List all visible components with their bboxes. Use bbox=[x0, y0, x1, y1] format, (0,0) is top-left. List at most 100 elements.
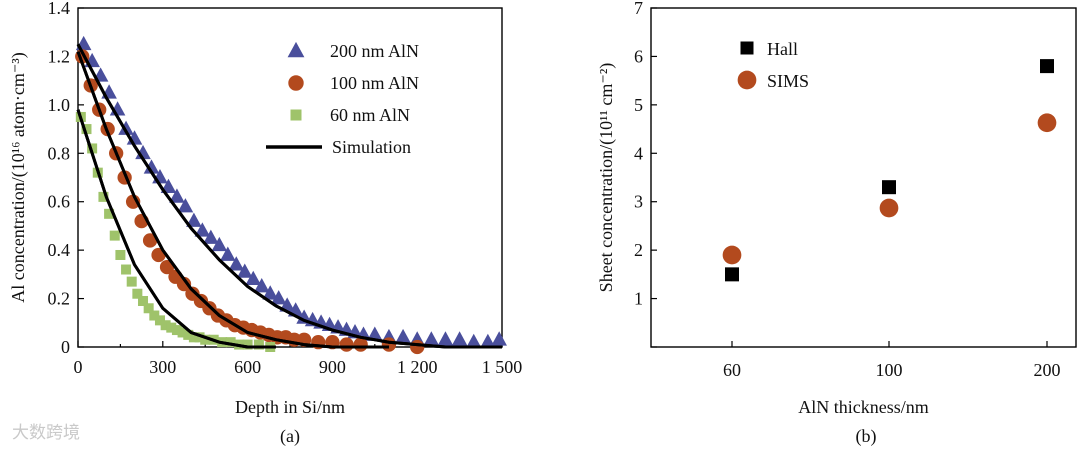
data-point bbox=[121, 264, 132, 275]
legend-label: Hall bbox=[767, 39, 798, 59]
y-tick-label: 0.2 bbox=[48, 289, 71, 309]
y-tick-label: 1.0 bbox=[48, 95, 71, 115]
y-tick-label: 0.8 bbox=[48, 143, 71, 163]
x-tick-label: 0 bbox=[74, 357, 83, 377]
data-point bbox=[118, 120, 134, 135]
data-point bbox=[381, 337, 397, 352]
data-point bbox=[186, 212, 202, 227]
simulation-curve bbox=[76, 109, 276, 349]
x-axis-label: AlN thickness/nm bbox=[798, 397, 929, 417]
data-point bbox=[423, 331, 440, 346]
data-point bbox=[211, 236, 228, 252]
panel-label: (b) bbox=[856, 426, 877, 447]
data-point bbox=[126, 276, 137, 287]
y-tick-label: 0.6 bbox=[48, 192, 71, 212]
data-point bbox=[242, 339, 253, 350]
data-point bbox=[154, 315, 165, 326]
x-tick-label: 1 200 bbox=[397, 357, 438, 377]
data-point bbox=[339, 337, 354, 352]
data-point bbox=[437, 331, 454, 346]
y-tick-label: 0.4 bbox=[48, 240, 71, 260]
data-point bbox=[169, 188, 185, 203]
x-tick-label: 1 500 bbox=[482, 357, 523, 377]
legend-label: Simulation bbox=[332, 137, 411, 157]
legend-label: 100 nm AlN bbox=[330, 73, 419, 93]
y-tick-label: 6 bbox=[634, 46, 643, 66]
x-tick-label: 200 bbox=[1034, 360, 1061, 380]
data-point bbox=[149, 310, 160, 321]
data-point bbox=[236, 263, 253, 278]
data-point bbox=[270, 290, 287, 305]
x-tick-label: 100 bbox=[876, 360, 903, 380]
y-tick-label: 3 bbox=[634, 192, 643, 212]
legend-symbol bbox=[737, 70, 757, 90]
data-point bbox=[143, 303, 154, 314]
data-point bbox=[465, 333, 482, 349]
simulation-curve bbox=[76, 43, 502, 349]
data-point bbox=[200, 334, 211, 345]
panel-b: 1 2 3 4 5 6 7 60 100 200 AlN thickness/nm Sheet con… bbox=[596, 0, 1077, 447]
data-point bbox=[491, 331, 507, 346]
data-point bbox=[194, 222, 211, 237]
x-tick-label: 60 bbox=[723, 360, 741, 380]
panel-a: 0 300 600 900 1 200 1 500 0 0.2 0.4 0.6 0.8 1.0 1.2 1… bbox=[8, 0, 522, 447]
y-tick-label: 2 bbox=[634, 240, 643, 260]
y-tick-label: 7 bbox=[634, 0, 643, 18]
data-point bbox=[104, 208, 115, 219]
data-point bbox=[183, 329, 194, 340]
data-point bbox=[879, 198, 899, 218]
x-tick-label: 300 bbox=[149, 357, 176, 377]
data-point bbox=[220, 246, 236, 261]
legend-label: SIMS bbox=[767, 71, 809, 91]
data-point bbox=[177, 327, 188, 338]
legend-symbol bbox=[287, 41, 305, 58]
legend-symbol bbox=[740, 41, 754, 55]
data-point bbox=[188, 332, 199, 343]
data-point bbox=[115, 249, 126, 260]
data-point bbox=[451, 331, 468, 346]
data-point bbox=[176, 276, 192, 292]
y-axis-label: Al concentration/(10¹⁶ atom·cm⁻³) bbox=[8, 52, 29, 303]
panel-label: (a) bbox=[280, 426, 300, 447]
data-point bbox=[177, 198, 194, 213]
data-point bbox=[480, 333, 496, 349]
y-tick-label: 1.2 bbox=[48, 46, 71, 66]
data-point bbox=[262, 285, 279, 300]
data-point bbox=[882, 180, 896, 195]
data-point bbox=[138, 295, 149, 306]
legend-label: 200 nm AlN bbox=[330, 41, 419, 61]
data-point bbox=[253, 278, 270, 293]
data-point bbox=[725, 267, 739, 282]
x-tick-label: 900 bbox=[319, 357, 346, 377]
data-point bbox=[722, 245, 742, 265]
y-tick-label: 5 bbox=[634, 95, 643, 115]
data-point bbox=[143, 159, 160, 174]
data-point bbox=[171, 325, 182, 336]
watermark: 大数跨境 bbox=[12, 423, 80, 443]
data-point bbox=[160, 320, 171, 331]
data-point bbox=[166, 322, 177, 333]
legend-symbol bbox=[290, 109, 302, 121]
y-axis-label: Sheet concentration/(10¹¹ cm⁻²) bbox=[596, 63, 617, 293]
data-point bbox=[367, 326, 383, 341]
data-point bbox=[245, 270, 262, 286]
y-tick-label: 1 bbox=[634, 289, 643, 309]
data-point bbox=[81, 124, 92, 135]
data-point bbox=[410, 339, 425, 355]
data-point bbox=[228, 256, 245, 271]
simulation-curve bbox=[76, 109, 276, 349]
simulation-curve bbox=[76, 51, 389, 349]
data-point bbox=[1040, 59, 1054, 74]
data-point bbox=[159, 259, 175, 275]
y-tick-label: 1.4 bbox=[48, 0, 71, 18]
data-point bbox=[98, 191, 109, 202]
data-point bbox=[132, 288, 143, 299]
x-axis-label: Depth in Si/nm bbox=[235, 397, 345, 417]
plot-frame bbox=[650, 7, 1077, 348]
data-point bbox=[203, 229, 219, 244]
data-point bbox=[225, 337, 236, 348]
x-tick-label: 600 bbox=[234, 357, 261, 377]
data-point bbox=[395, 328, 411, 344]
data-point bbox=[253, 339, 264, 350]
